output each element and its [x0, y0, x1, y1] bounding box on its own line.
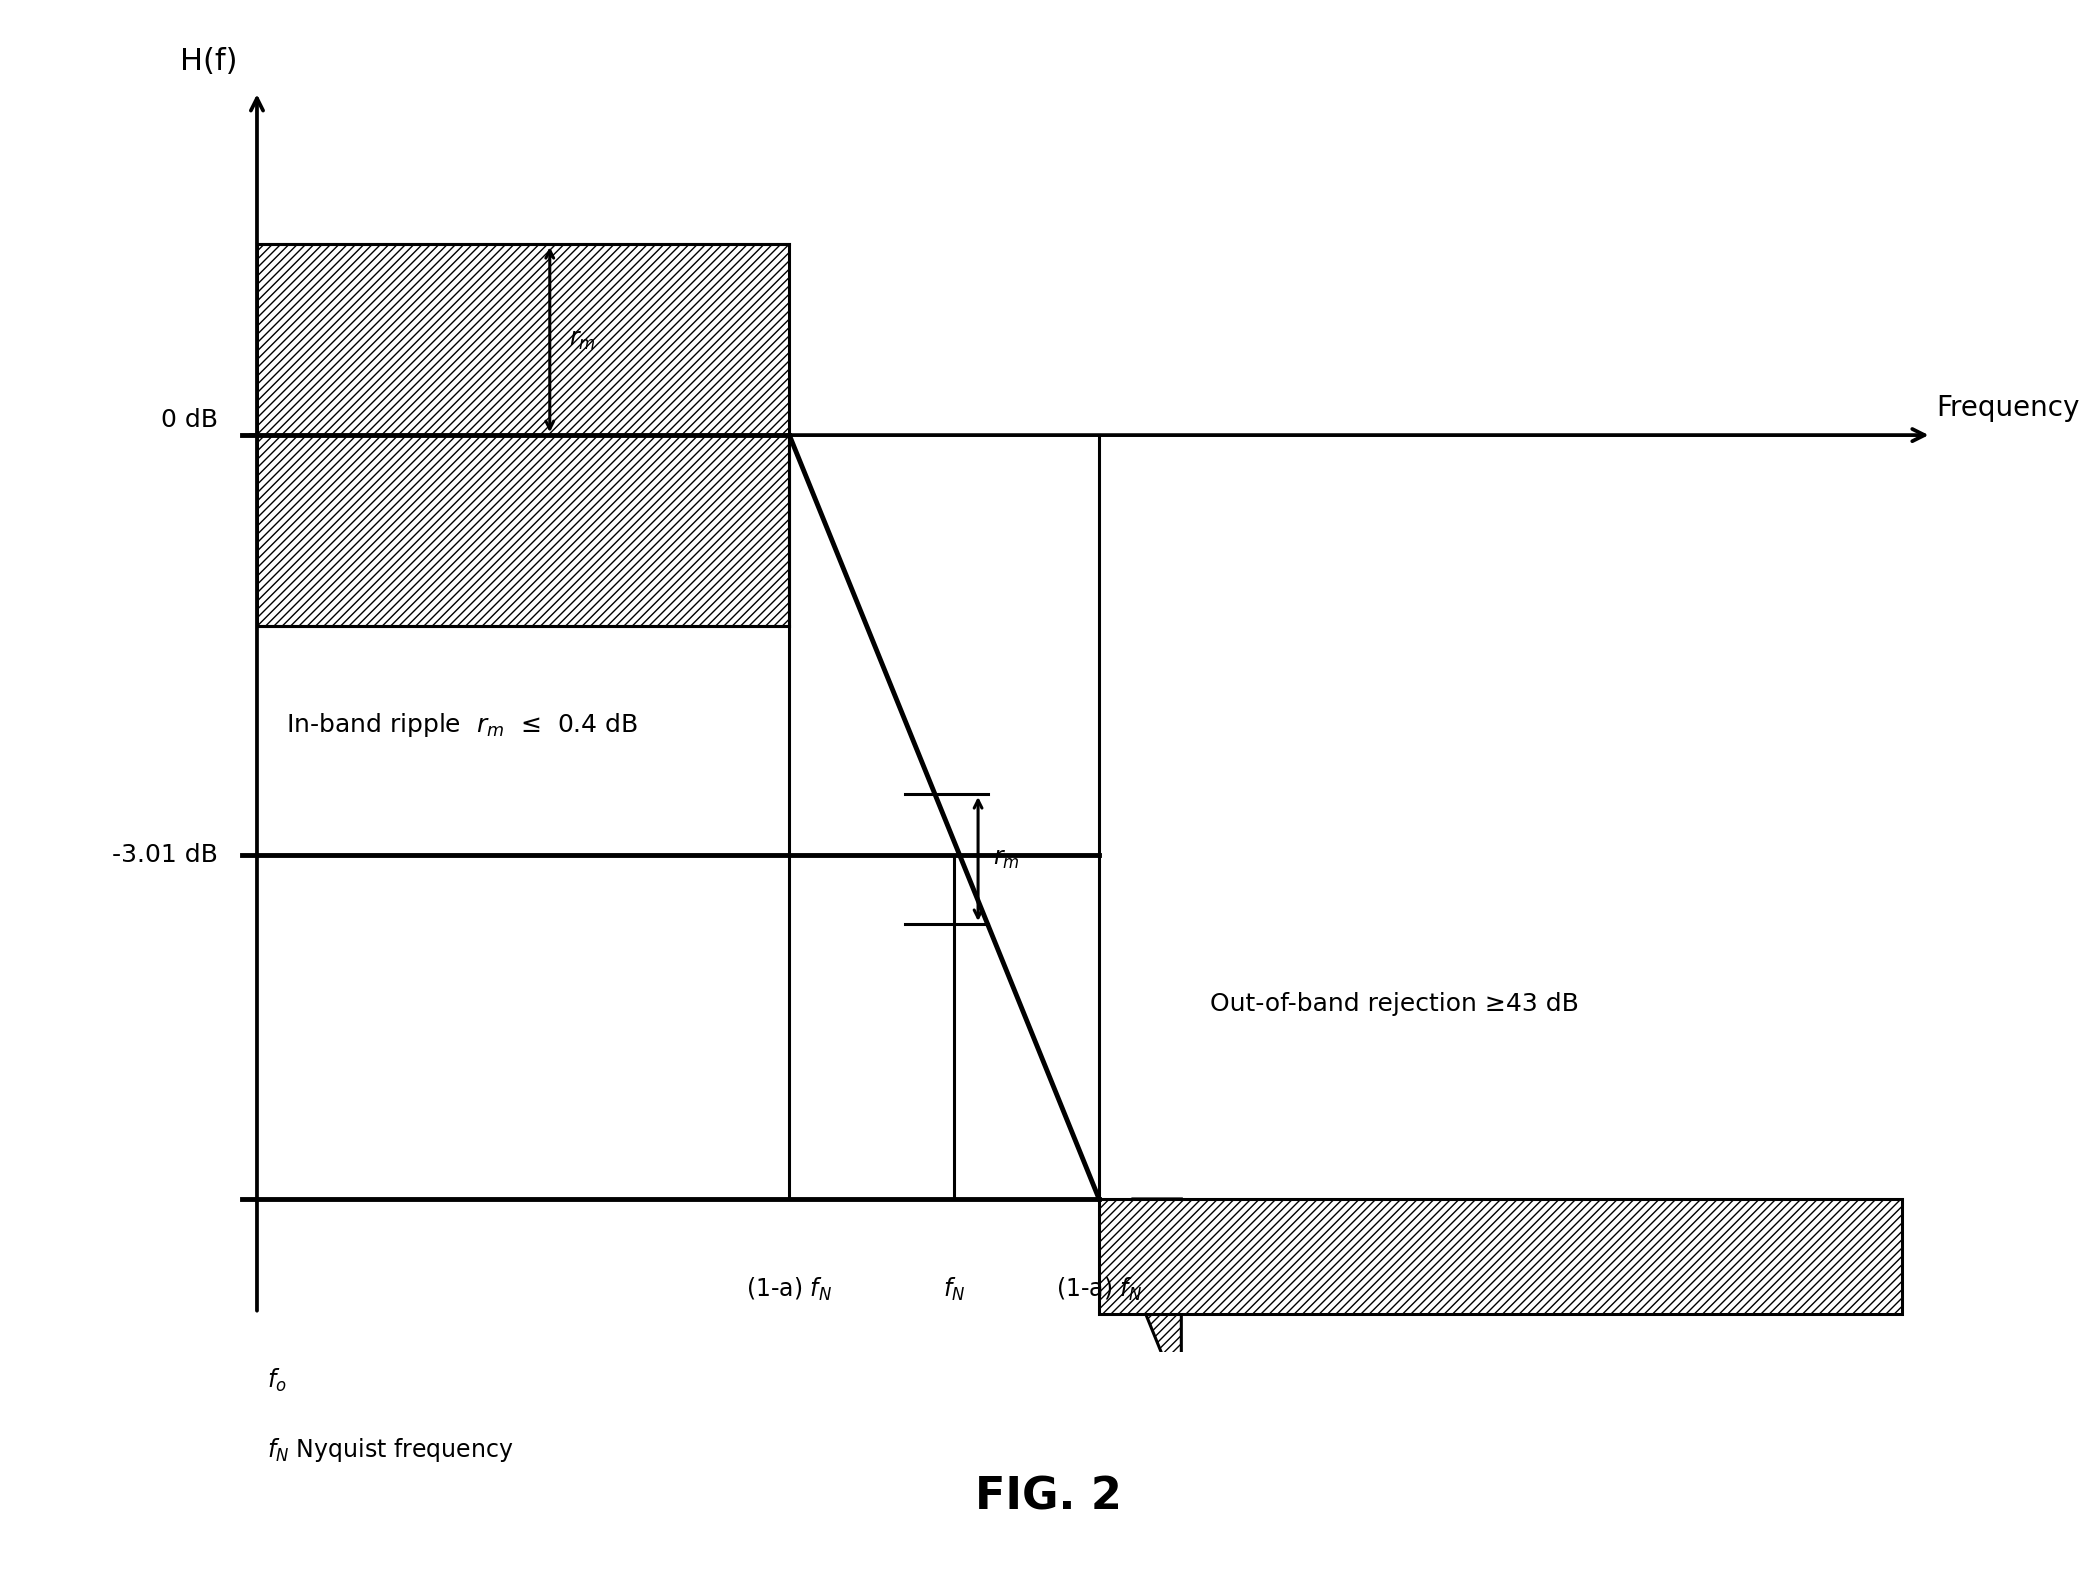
- Text: $f_N$: $f_N$: [944, 1275, 965, 1302]
- Text: 0 dB: 0 dB: [161, 408, 218, 432]
- Bar: [258, 244, 788, 435]
- Text: H(f): H(f): [180, 47, 237, 76]
- Text: $r_m$: $r_m$: [568, 327, 596, 351]
- Text: $r_m$: $r_m$: [992, 846, 1019, 872]
- Text: (1-a) $f_N$: (1-a) $f_N$: [747, 1275, 833, 1302]
- Text: (1-a) $f_N$: (1-a) $f_N$: [1057, 1275, 1143, 1302]
- Text: Out-of-band rejection ≥43 dB: Out-of-band rejection ≥43 dB: [1210, 992, 1579, 1016]
- Text: Frequency: Frequency: [1936, 394, 2080, 422]
- Text: $f_o$: $f_o$: [266, 1367, 287, 1394]
- Text: FIG. 2: FIG. 2: [975, 1476, 1122, 1519]
- Polygon shape: [1132, 1199, 1181, 1402]
- Bar: [1099, 1199, 1902, 1313]
- Text: $f_N$ Nyquist frequency: $f_N$ Nyquist frequency: [266, 1436, 514, 1463]
- Text: In-band ripple  $r_m$  ≤  0.4 dB: In-band ripple $r_m$ ≤ 0.4 dB: [285, 712, 637, 739]
- Bar: [258, 435, 788, 626]
- Text: -3.01 dB: -3.01 dB: [113, 843, 218, 867]
